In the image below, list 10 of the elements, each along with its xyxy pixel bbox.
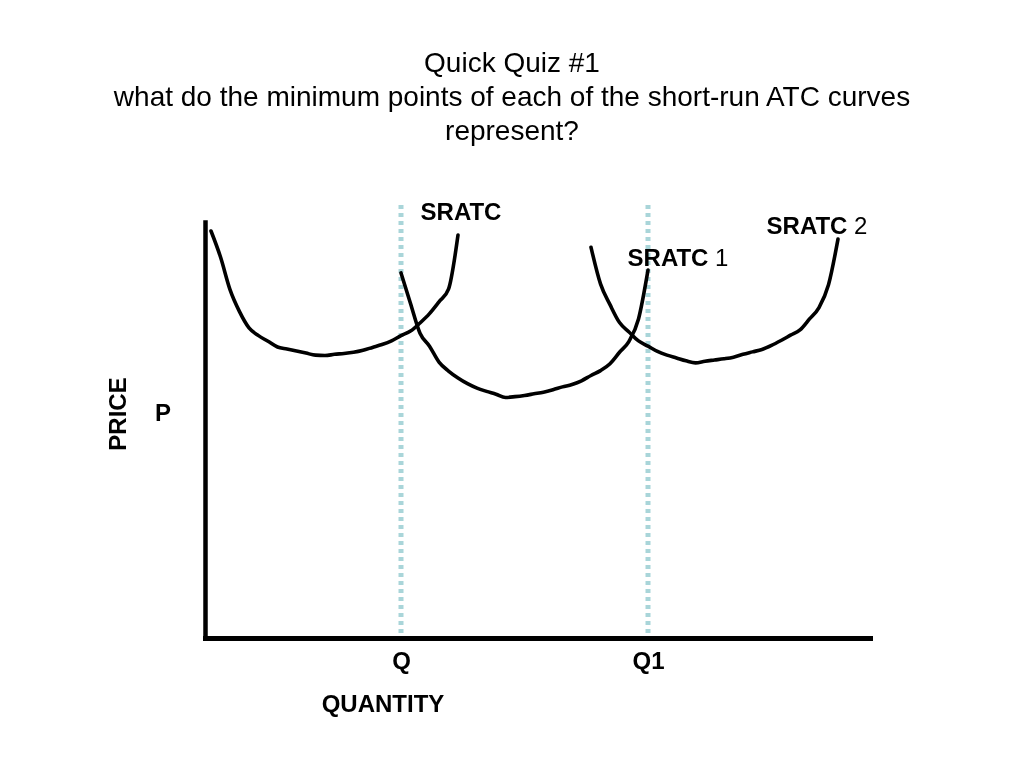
y-axis-title: PRICE [104, 377, 131, 451]
chart-title: Quick Quiz #1 [424, 47, 600, 78]
series-label: SRATC 2 [766, 212, 868, 240]
series-label: SRATC [420, 198, 502, 226]
chart-subtitle: what do the minimum points of each of the short-run ATC curves represent? [112, 81, 911, 146]
series-label: SRATC 1 [627, 244, 729, 272]
x-tick-label: Q1 [632, 647, 665, 675]
text: P [154, 399, 172, 427]
x-tick-label: Q [392, 647, 411, 675]
x-axis-title: QUANTITY [321, 690, 445, 717]
